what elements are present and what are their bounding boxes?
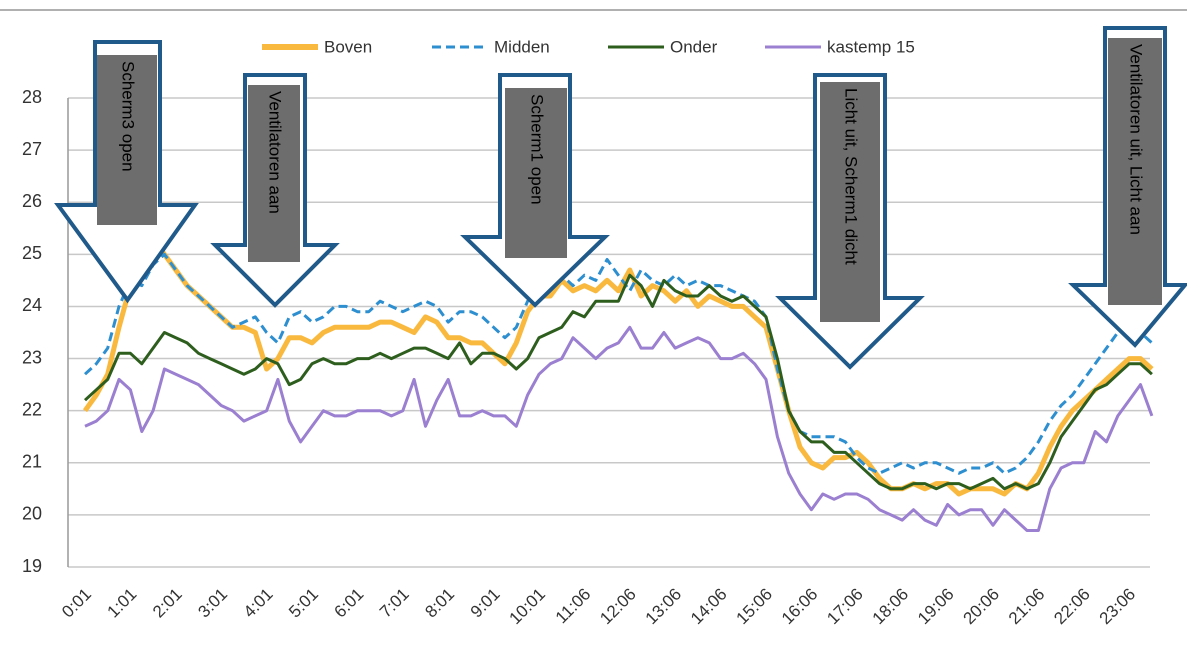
x-tick-label: 1:01 [104,585,141,622]
legend-label: Onder [670,37,718,56]
series-line [82,236,1154,497]
series-line [83,273,1153,491]
y-tick-label: 22 [22,399,42,419]
y-tick-label: 24 [22,295,42,315]
y-tick-label: 27 [22,139,42,159]
annotation-text: Licht uit, Scherm1 dicht [842,88,861,265]
series-line [84,325,1154,532]
x-tick-label: 8:01 [421,585,458,622]
x-tick-label: 7:01 [376,585,413,622]
x-tick-label: 3:01 [194,585,231,622]
x-tick-label: 6:01 [331,585,368,622]
series-line [83,252,1153,475]
x-tick-label: 4:01 [240,585,277,622]
x-tick-label: 22:06 [1050,585,1094,629]
y-tick-label: 25 [22,243,42,263]
x-tick-label: 23:06 [1096,585,1140,629]
y-tick-label: 21 [22,452,42,472]
legend-label: kastemp 15 [827,37,915,56]
y-tick-label: 19 [22,556,42,576]
y-tick-label: 28 [22,87,42,107]
annotation-box [248,85,300,262]
x-tick-label: 11:06 [552,585,595,628]
x-tick-label: 13:06 [642,585,686,629]
x-tick-label: 18:06 [869,585,913,629]
x-tick-label: 12:06 [596,585,640,629]
x-tick-label: 2:01 [149,585,186,622]
x-tick-label: 21:06 [1005,585,1049,629]
annotation-box [820,82,880,322]
x-tick-label: 5:01 [285,585,322,622]
annotation-text: Scherm1 open [528,94,547,205]
x-tick-label: 10:01 [505,585,549,629]
legend-label: Boven [324,37,372,56]
y-tick-label: 26 [22,191,42,211]
y-tick-label: 20 [22,504,42,524]
x-tick-label: 17:06 [823,585,867,629]
x-tick-label: 20:06 [959,585,1003,629]
x-tick-label: 14:06 [687,585,731,629]
x-tick-label: 9:01 [467,585,504,622]
y-tick-label: 23 [22,347,42,367]
x-tick-label: 19:06 [914,585,958,629]
annotation-text: Scherm3 open [119,61,138,172]
x-tick-label: 15:06 [732,585,776,629]
annotation-box [1108,38,1162,305]
annotation-box [97,55,157,225]
legend-label: Midden [494,37,550,56]
x-tick-label: 0:01 [58,585,95,622]
annotation-text: Ventilatoren uit, Licht aan [1127,44,1146,235]
x-tick-label: 16:06 [778,585,822,629]
annotation-text: Ventilatoren aan [266,91,285,214]
annotation-box [505,88,567,258]
